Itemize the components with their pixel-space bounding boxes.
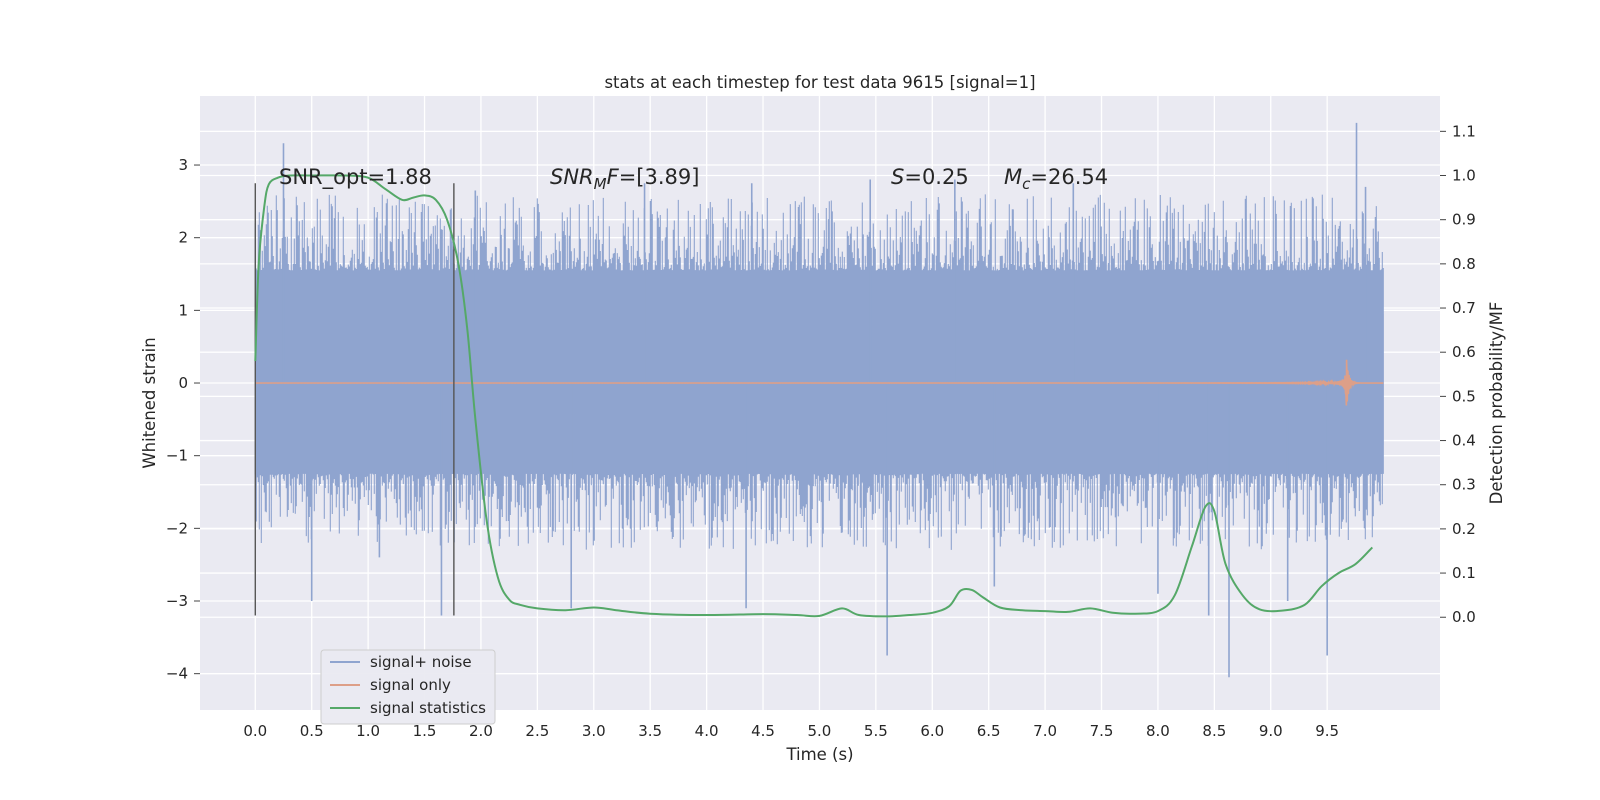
x-tick-label: 9.0 xyxy=(1259,722,1283,740)
x-tick-label: 1.0 xyxy=(356,722,380,740)
x-tick-label: 5.0 xyxy=(808,722,832,740)
y-right-tick-label: 1.0 xyxy=(1452,167,1476,185)
y-tick-label: 2 xyxy=(178,229,188,247)
legend-label-signal-statistics: signal statistics xyxy=(370,699,486,717)
y-right-tick-label: 0.2 xyxy=(1452,520,1476,538)
y-right-tick-label: 0.7 xyxy=(1452,299,1476,317)
legend-label-signal-only: signal only xyxy=(370,676,451,694)
x-tick-label: 0.0 xyxy=(243,722,267,740)
y-right-tick-label: 0.3 xyxy=(1452,476,1476,494)
x-tick-label: 7.5 xyxy=(1090,722,1114,740)
y-right-tick-label: 0.6 xyxy=(1452,343,1476,361)
x-tick-label: 6.0 xyxy=(920,722,944,740)
annotation-mc: Mc=26.54 xyxy=(1004,165,1108,193)
x-tick-label: 4.0 xyxy=(695,722,719,740)
y-right-tick-label: 0.9 xyxy=(1452,211,1476,229)
signal-statistics-trace xyxy=(254,174,1374,618)
y-tick-label: −2 xyxy=(166,519,188,537)
y-right-tick-label: 1.1 xyxy=(1452,122,1476,140)
y-right-tick-label: 0.1 xyxy=(1452,564,1476,582)
chart-title: stats at each timestep for test data 961… xyxy=(604,73,1035,92)
series-signal-noise xyxy=(254,122,1384,678)
y-right-tick-label: 0.8 xyxy=(1452,255,1476,273)
signal-only-trace xyxy=(255,359,1384,406)
x-tick-label: 6.5 xyxy=(977,722,1001,740)
y-tick-label: 3 xyxy=(178,156,188,174)
y-axis-label: Whitened strain xyxy=(140,337,159,468)
legend-box xyxy=(320,649,496,725)
x-tick-label: 8.0 xyxy=(1146,722,1170,740)
annotation-snr-opt: SNR_opt=1.88 xyxy=(279,165,432,190)
y-right-tick-label: 0.0 xyxy=(1452,608,1476,626)
axis-ticks: 0.0 0.5 1.0 1.5 2.0 2.5 3.0 3.5 4.0 4.5 5.0 5.5 6.0 6… xyxy=(166,122,1476,740)
y-tick-label: −3 xyxy=(166,592,188,610)
legend: signal+ noise signal only signal statist… xyxy=(320,649,496,725)
x-tick-label: 3.0 xyxy=(582,722,606,740)
annotation-snr-mf: SNRMF=[3.89] xyxy=(550,165,699,193)
x-tick-label: 4.5 xyxy=(751,722,775,740)
series-signal-only xyxy=(255,359,1384,406)
x-tick-label: 5.5 xyxy=(864,722,888,740)
y-tick-label: −4 xyxy=(166,665,188,683)
x-tick-label: 3.5 xyxy=(638,722,662,740)
x-tick-label: 8.5 xyxy=(1202,722,1226,740)
annotation-s: S=0.25 xyxy=(891,165,969,189)
y-tick-label: 1 xyxy=(178,301,188,319)
y-axis-right-label: Detection probability/MF xyxy=(1487,302,1506,505)
y-tick-label: 0 xyxy=(178,374,188,392)
vertical-markers xyxy=(254,183,455,616)
legend-label-signal-noise: signal+ noise xyxy=(370,653,472,671)
x-tick-label: 2.0 xyxy=(469,722,493,740)
y-tick-label: −1 xyxy=(166,447,188,465)
x-tick-label: 0.5 xyxy=(300,722,324,740)
series-signal-statistics xyxy=(254,174,1374,618)
x-tick-label: 2.5 xyxy=(525,722,549,740)
y-right-tick-label: 0.4 xyxy=(1452,432,1476,450)
y-right-tick-label: 0.5 xyxy=(1452,387,1476,405)
x-tick-label: 7.0 xyxy=(1033,722,1057,740)
x-axis-label: Time (s) xyxy=(785,745,853,764)
x-tick-label: 1.5 xyxy=(413,722,437,740)
x-tick-label: 9.5 xyxy=(1315,722,1339,740)
